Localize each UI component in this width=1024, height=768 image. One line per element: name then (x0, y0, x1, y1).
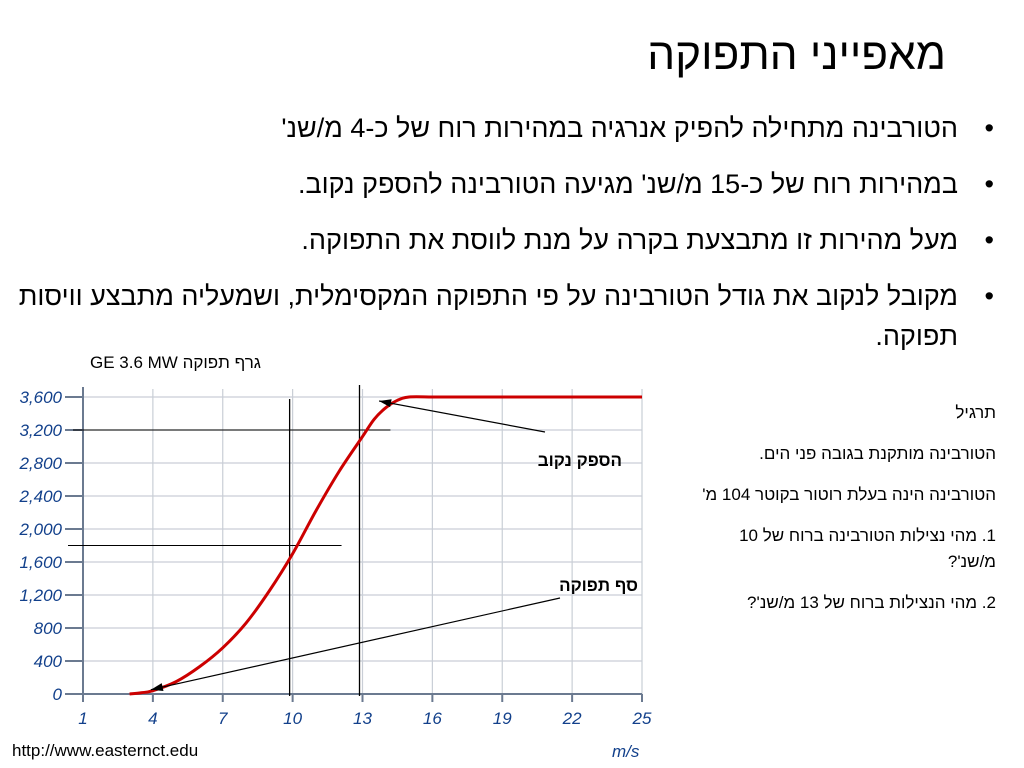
y-tick-label: 800 (34, 619, 63, 638)
y-tick-label: 0 (53, 685, 63, 704)
bullet-item: הטורבינה מתחילה להפיק אנרגיה במהירות רוח… (12, 108, 1002, 148)
graph-caption: גרף תפוקה GE 3.6 MW (90, 353, 261, 372)
bullet-list: הטורבינה מתחילה להפיק אנרגיה במהירות רוח… (12, 108, 1002, 372)
power-curve-line (129, 395, 642, 696)
exercise-question-1: 1. מהי נצילות הטורבינה ברוח של 10 מ/שנ'? (739, 526, 996, 571)
y-tick-label: 2,400 (18, 487, 62, 506)
bullet-item: במהירות רוח של כ-15 מ/שנ' מגיעה הטורבינה… (12, 164, 1002, 204)
bullet-item: מעל מהירות זו מתבצעת בקרה על מנת לווסת א… (12, 220, 1002, 260)
x-tick-label: 19 (493, 709, 512, 728)
cut-in-label: סף תפוקה (559, 576, 638, 595)
exercise-text-1: הטורבינה מותקנת בגובה פני הים. (759, 444, 996, 463)
y-tick-label: 1,200 (19, 586, 62, 605)
rated-power-label: הספק נקוב (538, 451, 622, 470)
x-tick-label: 13 (353, 709, 372, 728)
cut-in-arrow (150, 597, 561, 691)
slide-title: מאפייני התפוקה (647, 30, 946, 79)
source-url: http://www.easternct.edu (12, 741, 199, 760)
x-tick-label: 22 (562, 709, 582, 728)
bullet-item: מקובל לנקוב את גודל הטורבינה על פי התפוק… (12, 276, 1002, 356)
y-tick-label: 400 (34, 652, 63, 671)
exercise-question-2: 2. מהי הנצילות ברוח של 13 מ/שנ'? (747, 593, 996, 612)
x-tick-label: 10 (283, 709, 302, 728)
chart-axes: 0 400 800 1,200 1,600 2,000 2,400 2,800 3,200 3,6… (18, 387, 652, 728)
x-tick-label: 25 (632, 709, 652, 728)
x-tick-label: 4 (148, 709, 157, 728)
rated-power-arrow (378, 400, 546, 433)
chart-annotations: הספק נקוב סף תפוקה (150, 399, 638, 691)
y-tick-label: 1,600 (19, 553, 62, 572)
y-tick-label: 2,000 (18, 520, 62, 539)
y-tick-label: 2,800 (18, 454, 62, 473)
x-axis-label: m/s (612, 742, 640, 761)
x-tick-label: 7 (218, 709, 228, 728)
rated-power-arrow-head (379, 399, 392, 408)
power-curve-chart: 0 400 800 1,200 1,600 2,000 2,400 2,800 3,200 3,6… (18, 385, 652, 761)
exercise-text-2: הטורבינה הינה בעלת רוטור בקוטר 104 מ' (702, 485, 996, 504)
chart-grid (82, 389, 643, 695)
exercise-heading: תרגיל (955, 403, 996, 422)
cut-in-arrow-head (150, 683, 164, 691)
y-tick-label: 3,200 (19, 421, 62, 440)
x-tick-label: 1 (78, 709, 87, 728)
y-tick-label: 3,600 (19, 388, 62, 407)
exercise-panel: תרגיל הטורבינה מותקנת בגובה פני הים. הטו… (696, 400, 996, 631)
x-tick-label: 16 (423, 709, 442, 728)
